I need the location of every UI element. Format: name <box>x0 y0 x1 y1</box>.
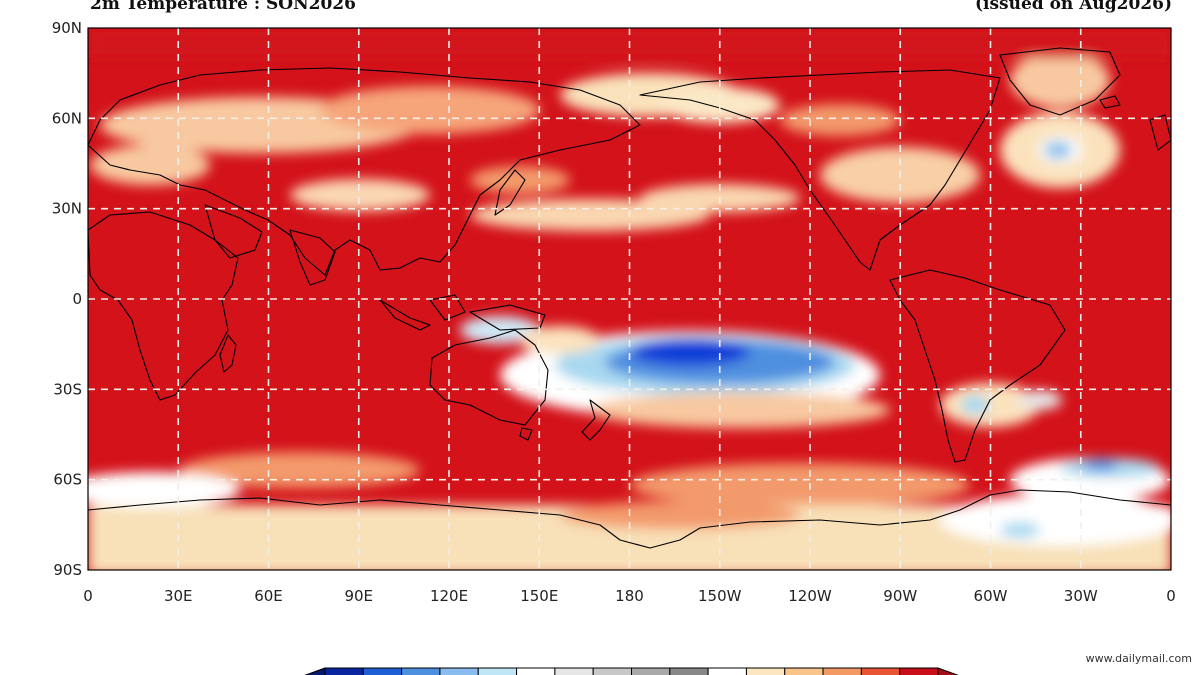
lon-tick-label: 0 <box>1166 587 1176 605</box>
anomaly-patch-north-atlantic-cool <box>1044 141 1072 159</box>
lon-tick-label: 120E <box>430 587 468 605</box>
colorbar-cell <box>707 667 747 675</box>
anomaly-patch-greenland <box>1010 52 1110 108</box>
lat-tick-label: 30N <box>52 200 82 218</box>
colorbar-cell <box>401 667 441 675</box>
coastline-tasmania <box>519 427 533 441</box>
colorbar-cell <box>631 667 671 675</box>
coastline-greenland <box>999 47 1121 116</box>
coastline-arabia <box>204 204 263 259</box>
lat-tick-label: 60S <box>53 471 82 489</box>
coastline-indonesia-borneo <box>429 294 466 321</box>
colorbar-cell <box>516 667 556 675</box>
watermark-text: www.dailymail.com <box>1085 652 1192 665</box>
gridlines <box>88 28 1171 570</box>
anomaly-field <box>88 28 1171 570</box>
latitude-labels: 90N 60N 30N 0 30S 60S 90S <box>52 19 82 579</box>
coastline-new-guinea <box>469 304 546 331</box>
colorbar-cell <box>362 667 403 675</box>
lon-tick-label: 60W <box>974 587 1008 605</box>
colorbar-cell <box>554 667 594 675</box>
colorbar-cell <box>669 667 709 675</box>
lat-tick-label: 30S <box>53 380 82 398</box>
anomaly-patch-canada <box>780 104 900 136</box>
lat-tick-label: 0 <box>72 290 82 308</box>
anomaly-patch-europe <box>90 145 210 185</box>
lon-tick-label: 90W <box>883 587 917 605</box>
coastline-new-zealand <box>581 399 611 441</box>
lat-tick-label: 90S <box>53 561 82 579</box>
anomaly-patch-north-pacific-west <box>470 166 570 194</box>
coastline-africa <box>88 211 239 401</box>
anomaly-patch-antarctica-cool <box>1000 522 1040 538</box>
coastline-eurasia <box>88 67 641 276</box>
colorbar-cell <box>324 667 364 675</box>
colorbar-cell <box>899 667 939 675</box>
coastline-indonesia-sumatra <box>379 299 431 331</box>
coastline-uk <box>1149 114 1171 151</box>
longitude-labels: 0 30E 60E 90E 120E 150E 180 150W 120W 90W 60W 30W 0 <box>83 587 1176 605</box>
lon-tick-label: 150E <box>520 587 558 605</box>
map-frame <box>87 27 1172 571</box>
lon-tick-label: 60E <box>254 587 283 605</box>
lon-tick-label: 30W <box>1064 587 1098 605</box>
colorbar-cell <box>592 667 632 675</box>
anomaly-patch-antarctica-east <box>940 494 1171 546</box>
lon-tick-label: 90E <box>344 587 373 605</box>
colorbar-cell <box>745 667 786 675</box>
anomaly-patch-siberia <box>320 86 540 134</box>
colorbar-cell <box>784 667 824 675</box>
anomaly-patch-south-pacific-tail <box>590 392 890 428</box>
anomaly-patch-argentina-cool <box>961 395 989 415</box>
map-title: 2m Temperature : SON2026 <box>90 0 356 14</box>
lat-tick-label: 60N <box>52 109 82 127</box>
lon-tick-label: 150W <box>698 587 742 605</box>
anomaly-patch-north-pacific-arc-west <box>470 199 710 231</box>
issued-date: (issued on Aug2026) <box>974 0 1172 14</box>
lon-tick-label: 180 <box>615 587 644 605</box>
colorbar-cell <box>822 667 862 675</box>
coastline-antarctica <box>88 489 1171 549</box>
coastline-iceland <box>1099 95 1121 109</box>
anomaly-patch-central-asia <box>290 179 430 211</box>
coastline-australia <box>429 329 549 426</box>
colorbar <box>304 667 959 675</box>
colorbar-min-arrow <box>304 667 326 675</box>
coastline-south-america <box>889 269 1066 463</box>
coastline-india <box>289 229 336 286</box>
anomaly-patch-alaska <box>660 87 780 123</box>
coastline-japan <box>494 169 526 216</box>
anomaly-patch-southern-ocean-pacific <box>630 463 970 507</box>
lon-tick-label: 30E <box>164 587 193 605</box>
lat-tick-label: 90N <box>52 19 82 37</box>
anomaly-patch-south-pacific-deep-blue <box>630 338 750 366</box>
anomaly-patch-south-atlantic <box>1018 390 1062 410</box>
colorbar-cell <box>860 667 901 675</box>
anomaly-patch-weddell-blue <box>1082 459 1118 471</box>
anomaly-patch-coral-sea <box>520 326 600 354</box>
lon-tick-label: 120W <box>788 587 832 605</box>
anomaly-patch-antarctica-west <box>88 472 240 508</box>
coastline-madagascar <box>219 334 237 373</box>
colorbar-cell <box>477 667 518 675</box>
colorbar-max-arrow <box>937 667 959 675</box>
colorbar-cell <box>439 667 479 675</box>
anomaly-patch-ross-sea <box>560 501 800 529</box>
anomaly-patch-southern-ocean-indian <box>180 452 420 488</box>
lon-tick-label: 0 <box>83 587 93 605</box>
